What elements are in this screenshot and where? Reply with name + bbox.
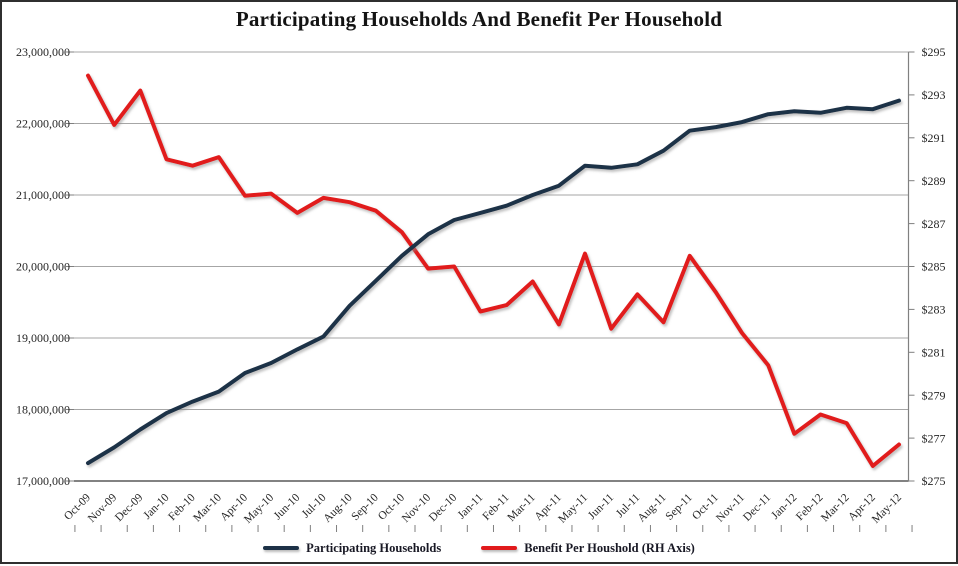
x-tick-label: Sep-11 bbox=[664, 491, 695, 522]
y-right-tick-label: $287 bbox=[922, 217, 946, 231]
x-tick-label: Jan-11 bbox=[456, 491, 486, 521]
y-right-tick-label: $279 bbox=[922, 388, 946, 402]
x-tick-label: May-11 bbox=[556, 491, 590, 525]
x-tick-label: Aug-11 bbox=[636, 491, 669, 524]
x-tick-label: Nov-09 bbox=[86, 491, 120, 525]
y-right-tick-label: $295 bbox=[922, 45, 946, 59]
series-line-households bbox=[86, 98, 901, 466]
x-tick-label: Mar-11 bbox=[505, 491, 538, 524]
y-right-tick-label: $275 bbox=[922, 474, 946, 488]
x-tick-label: Sep-10 bbox=[349, 491, 381, 523]
grid-layer bbox=[74, 51, 909, 482]
benefit-line-swatch bbox=[481, 546, 518, 550]
series-layer bbox=[86, 73, 901, 468]
legend-item-benefit: Benefit Per Houshold (RH Axis) bbox=[481, 541, 695, 556]
label-layer: 23,000,000 22,000,000 21,000,000 20,000,000… bbox=[16, 45, 946, 526]
x-tick-label: Mar-10 bbox=[191, 491, 224, 524]
x-tick-label: Dec-09 bbox=[113, 491, 146, 524]
x-tick-label: Aug-10 bbox=[321, 491, 355, 525]
chart-title: Participating Households And Benefit Per… bbox=[235, 7, 723, 31]
y-right-tick-label: $281 bbox=[922, 346, 946, 360]
x-tick-label: May-12 bbox=[870, 491, 904, 525]
households-line-swatch bbox=[263, 546, 300, 550]
y-right-tick-label: $285 bbox=[922, 260, 946, 274]
x-tick-label: Jan-12 bbox=[769, 491, 799, 521]
x-tick-label: Jun-10 bbox=[272, 491, 303, 522]
x-tick-label: Dec-11 bbox=[741, 491, 773, 523]
y-left-tick-label: 20,000,000 bbox=[16, 260, 70, 274]
chart-legend: Participating Households Benefit Per Hou… bbox=[2, 538, 956, 558]
x-tick-label: Dec-10 bbox=[427, 491, 460, 524]
x-tick-label: Nov-11 bbox=[714, 491, 747, 524]
series-line-benefit bbox=[86, 73, 901, 468]
y-left-tick-label: 17,000,000 bbox=[16, 474, 70, 488]
y-right-tick-label: $283 bbox=[922, 303, 946, 317]
y-right-tick-label: $291 bbox=[922, 131, 946, 145]
y-left-tick-label: 18,000,000 bbox=[16, 403, 70, 417]
y-left-tick-label: 22,000,000 bbox=[16, 117, 70, 131]
y-left-tick-label: 21,000,000 bbox=[16, 188, 70, 202]
x-tick-label: Jun-11 bbox=[586, 491, 616, 521]
y-right-tick-label: $277 bbox=[922, 431, 946, 445]
x-tick-label: Jan-10 bbox=[141, 491, 171, 521]
x-tick-label: May-10 bbox=[242, 491, 276, 525]
y-left-tick-label: 23,000,000 bbox=[16, 45, 70, 59]
y-right-tick-label: $293 bbox=[922, 88, 946, 102]
x-tick-label: Mar-12 bbox=[819, 491, 852, 524]
y-left-tick-label: 19,000,000 bbox=[16, 331, 70, 345]
axis-layer bbox=[66, 51, 915, 532]
legend-label: Benefit Per Houshold (RH Axis) bbox=[524, 540, 695, 555]
x-tick-label: Nov-10 bbox=[400, 491, 434, 525]
legend-item-households: Participating Households bbox=[263, 541, 441, 556]
y-right-tick-label: $289 bbox=[922, 174, 946, 188]
legend-label: Participating Households bbox=[306, 540, 442, 555]
